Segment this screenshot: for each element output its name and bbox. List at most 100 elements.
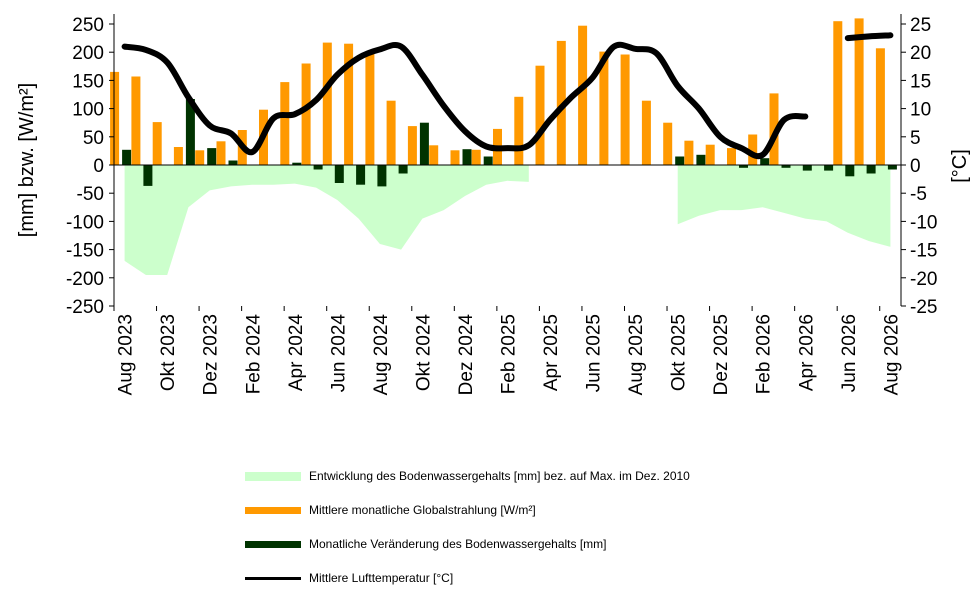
legend-item-air-temperature: Mittlere Lufttemperatur [°C] [245, 570, 845, 604]
global-radiation-bar [854, 18, 864, 166]
soil-water-change-bar [143, 165, 153, 186]
right-axis-label: [°C] [949, 149, 971, 183]
global-radiation-bar [620, 54, 630, 165]
global-radiation-bar [641, 100, 651, 165]
air-temperature-line-series [121, 32, 894, 160]
x-tick-label: Aug 2025 [626, 314, 647, 395]
right-tick-label: 20 [910, 43, 931, 64]
global-radiation-bar [599, 51, 609, 165]
x-tick-label: Feb 2025 [499, 314, 520, 394]
soil-water-change-bar [802, 165, 812, 171]
x-tick-label: Okt 2024 [413, 314, 434, 392]
legend-label: Monatliche Veränderung des Bodenwasserge… [309, 537, 607, 551]
soil-water-change-bar [887, 165, 897, 170]
soil-water-change-bar [675, 156, 685, 165]
x-tick-label: Dez 2024 [456, 314, 477, 396]
soil-water-area-segment [124, 165, 529, 275]
soil-water-change-bar [377, 165, 387, 187]
global-radiation-bar [365, 53, 375, 165]
x-tick-label: Apr 2025 [541, 314, 562, 391]
x-tick-label: Dez 2025 [711, 314, 732, 395]
global-radiation-bar-series [110, 18, 885, 166]
global-radiation-bar [110, 71, 120, 165]
soil-water-change-bar [781, 165, 791, 168]
left-tick-label: -100 [66, 212, 104, 233]
left-axis-ticks: 250 200 150 100 50 0 -50 -100 -150 -200 -250 [66, 15, 114, 318]
global-radiation-bar [344, 43, 354, 166]
soil-water-change-bar [419, 122, 429, 165]
soil-water-change-bar [207, 148, 217, 165]
legend-item-global-radiation: Mittlere monatliche Globalstrahlung [W/m… [245, 502, 845, 536]
x-tick-label: Jun 2024 [328, 314, 349, 393]
x-tick-label: Jun 2026 [839, 314, 860, 392]
soil-water-change-bar [122, 149, 132, 165]
soil-water-change-bar [824, 165, 834, 171]
right-tick-label: 25 [910, 15, 931, 36]
chart-legend: Entwicklung des Bodenwassergehalts [mm] … [245, 468, 845, 604]
legend-item-soil-water-change: Monatliche Veränderung des Bodenwasserge… [245, 536, 845, 570]
global-radiation-bar [131, 76, 141, 165]
left-tick-label: -200 [66, 269, 104, 290]
soil-water-change-bar [696, 154, 706, 165]
global-radiation-bar [450, 150, 460, 165]
x-tick-label: Aug 2023 [116, 314, 137, 395]
global-radiation-bar [684, 140, 694, 165]
soil-water-change-bar [292, 162, 302, 165]
soil-water-change-bar [356, 165, 366, 185]
right-tick-label: 0 [910, 156, 921, 177]
global-radiation-bar [833, 21, 843, 166]
soil-water-area-series [124, 165, 891, 275]
global-radiation-bar [173, 147, 183, 165]
soil-water-change-bar [739, 165, 748, 168]
air-temperature-line [844, 32, 894, 42]
legend-label: Entwicklung des Bodenwassergehalts [mm] … [309, 469, 690, 483]
global-radiation-bar [727, 148, 736, 165]
soil-water-change-bar [398, 165, 408, 174]
soil-water-area-segment [677, 165, 891, 247]
left-tick-label: -50 [77, 184, 104, 205]
global-radiation-bar [216, 141, 226, 165]
right-tick-label: -15 [910, 241, 937, 262]
global-radiation-bar [875, 48, 885, 165]
x-tick-label: Okt 2023 [158, 314, 179, 391]
legend-swatch-area [245, 472, 301, 481]
air-temperature-line [121, 41, 809, 160]
global-radiation-bar [195, 150, 205, 165]
soil-water-change-bar [760, 158, 770, 165]
soil-water-change-bar-series [122, 99, 897, 187]
legend-label: Mittlere Lufttemperatur [°C] [309, 571, 454, 585]
left-tick-label: 100 [72, 100, 104, 121]
x-tick-label: Feb 2024 [243, 314, 264, 395]
global-radiation-bar [705, 144, 715, 165]
right-tick-label: -20 [910, 269, 937, 290]
soil-water-change-bar [334, 165, 344, 183]
soil-water-change-bar [483, 156, 493, 165]
soil-water-change-bar [462, 149, 472, 165]
global-radiation-bar [386, 100, 396, 165]
left-tick-label: 250 [72, 15, 104, 36]
global-radiation-bar [556, 40, 566, 165]
x-tick-label: Aug 2024 [371, 314, 392, 396]
x-tick-label: Dez 2023 [201, 314, 222, 395]
soil-water-change-bar [845, 165, 855, 177]
soil-water-change-bar [228, 160, 238, 165]
left-tick-label: 150 [72, 71, 104, 92]
global-radiation-bar [535, 65, 545, 165]
legend-swatch-line [245, 577, 301, 580]
x-tick-label: Okt 2025 [669, 314, 690, 391]
right-tick-label: 5 [910, 128, 921, 149]
soil-water-change-bar [866, 165, 876, 174]
x-tick-label: Aug 2026 [881, 314, 902, 395]
legend-swatch-orange-bar [245, 507, 301, 514]
left-tick-label: -150 [66, 241, 104, 262]
global-radiation-bar [471, 149, 481, 165]
soil-water-change-bar [185, 99, 195, 165]
x-tick-label: Apr 2026 [796, 314, 817, 391]
left-tick-label: -250 [66, 297, 104, 318]
global-radiation-bar [280, 82, 290, 165]
right-tick-label: 10 [910, 100, 931, 121]
x-tick-label: Jun 2025 [584, 314, 605, 392]
global-radiation-bar [152, 122, 162, 165]
left-tick-label: 0 [93, 156, 104, 177]
